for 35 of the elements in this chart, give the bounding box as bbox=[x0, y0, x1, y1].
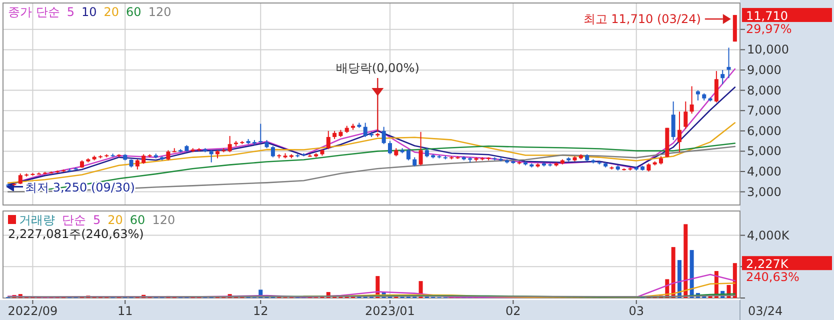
y-tick-label: 5,000 bbox=[747, 144, 782, 158]
text: 20 bbox=[108, 213, 123, 227]
text: 120 bbox=[152, 213, 176, 227]
x-tick-label: 2023/01 bbox=[365, 304, 415, 318]
y-tick-label: 6,000 bbox=[747, 124, 782, 138]
x-tick-label: 03 bbox=[628, 304, 644, 318]
legend-title: 종가 단순 bbox=[8, 5, 60, 19]
x-tick-label: 12 bbox=[252, 304, 268, 318]
y-tick-label: 7,000 bbox=[747, 104, 782, 118]
y-tick-label: 4,000K bbox=[747, 228, 790, 242]
text: 11,710 bbox=[746, 8, 788, 23]
y-tick-label: 8,000 bbox=[747, 83, 782, 98]
text: 20 bbox=[104, 5, 120, 19]
x-tick-label: 2022/09 bbox=[8, 304, 58, 318]
legend-label: 거래량 bbox=[19, 213, 55, 227]
y-tick-label: 3,000 bbox=[747, 184, 782, 199]
annotation: 2,227,081주(240,63%) bbox=[8, 227, 144, 241]
text: 60 bbox=[126, 5, 142, 19]
annotation: 최고 11,710 (03/24) bbox=[583, 12, 701, 26]
y-tick-label: 4,000 bbox=[747, 164, 782, 179]
data-label: 2,227K bbox=[746, 257, 790, 272]
text: 120 bbox=[148, 5, 172, 19]
text: 10 bbox=[81, 5, 97, 19]
text: 60 bbox=[130, 213, 146, 227]
text: 5 bbox=[93, 213, 101, 227]
x-tick-label: 02 bbox=[506, 304, 521, 318]
x-tick-label: 11 bbox=[117, 304, 133, 318]
text: 29,97% bbox=[746, 22, 792, 36]
legend-title: 단순 bbox=[62, 213, 86, 227]
text: 03/24 bbox=[748, 304, 783, 318]
text: 240,63% bbox=[746, 270, 800, 284]
annotation: 배당락(0,00%) bbox=[336, 61, 420, 75]
y-tick-label: 10,000 bbox=[747, 42, 789, 57]
text: 5 bbox=[66, 5, 74, 19]
y-tick-label: 9,000 bbox=[747, 62, 782, 77]
